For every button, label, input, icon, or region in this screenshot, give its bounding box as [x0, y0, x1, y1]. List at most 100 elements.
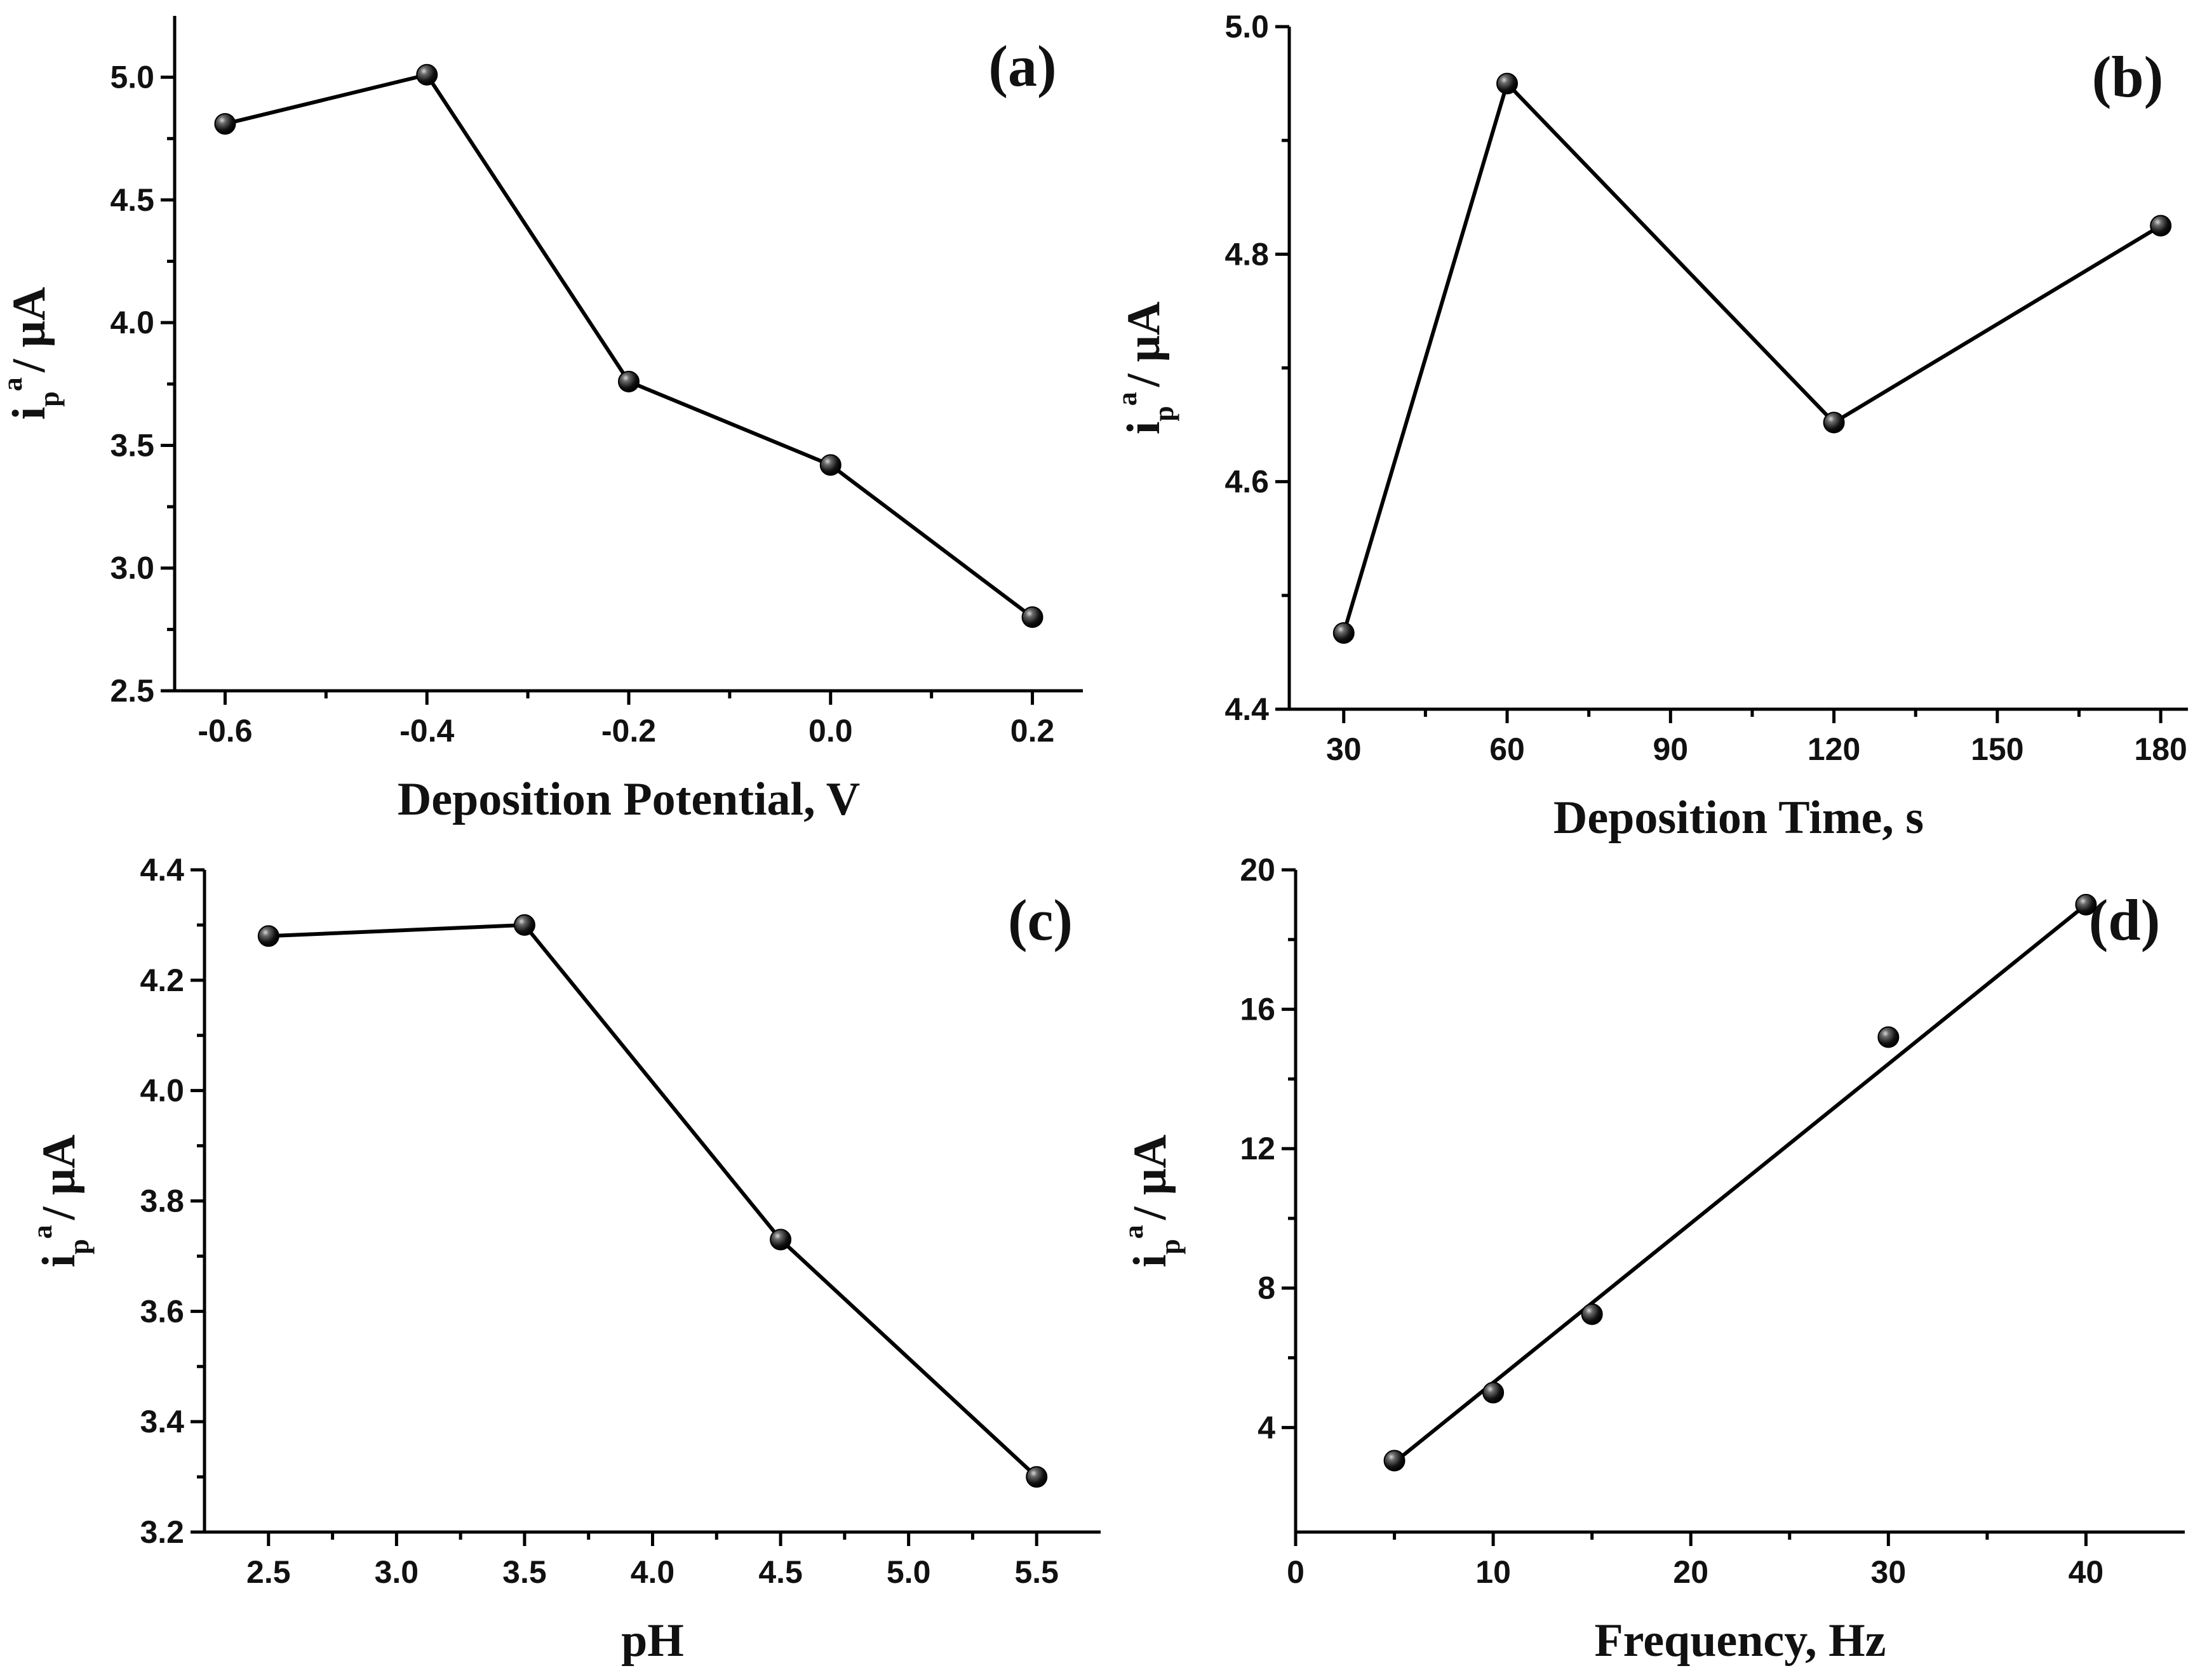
x-tick-label: 2.5 [246, 1554, 291, 1590]
x-tick-label: -0.6 [198, 713, 252, 749]
y-title-subscript: p [1148, 406, 1179, 421]
data-point [1581, 1303, 1603, 1325]
y-tick-label: 4.4 [1224, 691, 1269, 727]
panel-label: (b) [2092, 44, 2163, 109]
y-title-symbol: i [1124, 1255, 1176, 1268]
y-tick-label: 4 [1258, 1410, 1275, 1445]
x-tick-label: 5.5 [1014, 1554, 1059, 1590]
x-tick-label: 60 [1489, 731, 1525, 767]
x-tick-label: 0.2 [1010, 713, 1055, 749]
y-tick-label: 5.0 [110, 60, 154, 95]
x-tick-label: -0.4 [399, 713, 454, 749]
x-tick-label: 5.0 [887, 1554, 931, 1590]
x-tick-label: 120 [1808, 731, 1860, 767]
x-tick-label: -0.2 [601, 713, 656, 749]
y-tick-label: 3.5 [110, 427, 154, 463]
y-tick-label: 16 [1240, 992, 1275, 1027]
fit-line [1393, 903, 2088, 1464]
data-point [214, 113, 236, 135]
data-point [1823, 411, 1845, 434]
y-axis-title: ipa / μA [27, 1135, 95, 1268]
x-tick-label: 180 [2134, 731, 2187, 767]
x-tick-label: 30 [1326, 731, 1362, 767]
x-tick-label: 10 [1475, 1554, 1511, 1590]
y-tick-label: 4.5 [110, 182, 154, 218]
y-tick-label: 20 [1240, 852, 1275, 888]
y-tick-label: 4.6 [1224, 464, 1269, 500]
y-tick-label: 4.2 [140, 963, 184, 998]
y-title-unit: / μA [3, 287, 55, 373]
x-tick-label: 4.5 [758, 1554, 803, 1590]
x-axis-title: Deposition Time, s [1553, 792, 1924, 844]
data-point [1496, 72, 1519, 95]
y-tick-label: 8 [1258, 1270, 1275, 1306]
y-title-subscript: p [34, 391, 65, 406]
data-point [1021, 606, 1043, 629]
panel-b: 30 60 90 120 150 180 4.4 4.6 4.8 5.0 Deposition Ti… [1111, 9, 2188, 844]
y-title-superscript: a [27, 1225, 58, 1239]
data-point [618, 370, 640, 392]
panel-label: (d) [2089, 888, 2160, 952]
x-axis-title: Frequency, Hz [1594, 1615, 1886, 1667]
y-title-symbol: i [1118, 422, 1170, 435]
y-tick-label: 4.0 [140, 1073, 184, 1109]
y-tick-label: 3.6 [140, 1293, 184, 1329]
y-tick-label: 4.4 [140, 852, 184, 888]
series-line [268, 923, 1038, 1479]
data-point [257, 925, 279, 947]
y-title-unit: / μA [1124, 1135, 1176, 1220]
data-point [1482, 1382, 1505, 1404]
panel-label: (a) [988, 34, 1056, 98]
y-tick-label: 3.0 [110, 550, 154, 586]
data-point [2150, 215, 2172, 237]
series-line [1341, 79, 2162, 634]
panel-a: -0.6 -0.4 -0.2 0.0 0.2 2.5 3.0 3.5 4.0 4.5 5.0 Depo… [0, 16, 1083, 825]
x-axis-title: Deposition Potential, V [398, 773, 860, 825]
panel-label: (c) [1008, 888, 1073, 952]
x-tick-label: 0 [1287, 1554, 1305, 1590]
y-tick-label: 3.2 [140, 1514, 184, 1550]
data-point [416, 63, 438, 86]
y-title-symbol: i [33, 1255, 85, 1268]
x-tick-label: 150 [1971, 731, 2023, 767]
data-point [2075, 893, 2097, 916]
series-line [224, 72, 1034, 619]
x-tick-label: 90 [1653, 731, 1688, 767]
y-tick-label: 3.8 [140, 1183, 184, 1219]
y-axis-title: ipa / μA [0, 287, 65, 420]
x-tick-label: 0.0 [808, 713, 853, 749]
x-tick-label: 20 [1673, 1554, 1708, 1590]
y-title-superscript: a [1111, 392, 1143, 406]
y-title-subscript: p [64, 1239, 95, 1254]
y-tick-label: 4.8 [1224, 236, 1269, 272]
y-tick-label: 4.0 [110, 305, 154, 340]
x-tick-label: 30 [1871, 1554, 1907, 1590]
panel-c: 2.5 3.0 3.5 4.0 4.5 5.0 5.5 3.2 3.4 3.6 3.8 4.0 4.2 4… [27, 852, 1101, 1667]
data-point [513, 914, 535, 936]
y-title-unit: / μA [1118, 302, 1170, 387]
y-tick-label: 5.0 [1224, 9, 1269, 44]
x-tick-label: 40 [2069, 1554, 2104, 1590]
data-point [1332, 622, 1355, 644]
y-title-superscript: a [1118, 1225, 1149, 1239]
y-axis-title: ipa / μA [1111, 302, 1179, 435]
y-tick-label: 3.4 [140, 1404, 184, 1439]
y-title-symbol: i [3, 407, 55, 420]
x-tick-label: 3.0 [375, 1554, 419, 1590]
data-point [819, 454, 842, 476]
y-title-superscript: a [0, 377, 28, 391]
y-axis-title: ipa / μA [1118, 1135, 1186, 1268]
y-tick-label: 2.5 [110, 673, 154, 709]
x-tick-label: 4.0 [631, 1554, 675, 1590]
data-point [1877, 1026, 1900, 1048]
y-title-unit: / μA [33, 1135, 85, 1220]
panel-d: 0 10 20 30 40 4 8 12 16 20 Frequency, Hz ipa / μA (d) [1118, 852, 2185, 1667]
x-axis-title: pH [621, 1615, 684, 1667]
y-title-subscript: p [1155, 1239, 1186, 1254]
y-tick-label: 12 [1240, 1131, 1275, 1166]
data-point [1383, 1450, 1405, 1472]
data-point [1026, 1466, 1048, 1488]
x-tick-label: 3.5 [502, 1554, 547, 1590]
data-point [770, 1229, 792, 1251]
